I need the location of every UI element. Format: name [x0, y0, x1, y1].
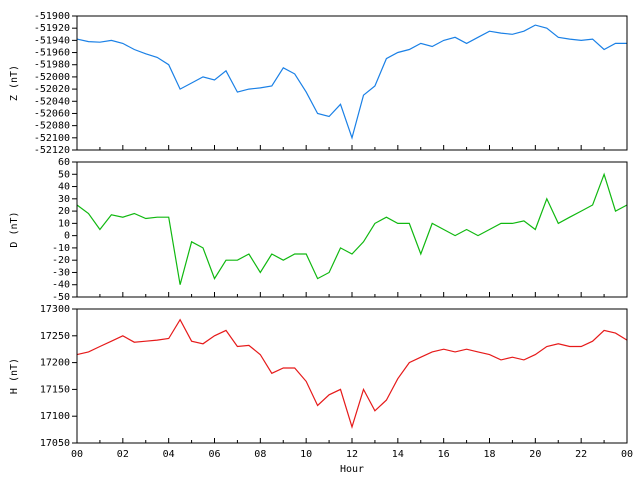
y-tick-label: -51900 — [34, 11, 70, 22]
y-tick-label: -52020 — [34, 84, 70, 95]
x-tick-label: 22 — [575, 449, 587, 460]
x-tick-label: 08 — [254, 449, 266, 460]
y-tick-label: -52040 — [34, 96, 70, 107]
data-line — [76, 172, 628, 285]
x-tick-label: 00 — [621, 449, 633, 460]
y-tick-label: -30 — [52, 267, 70, 278]
y-tick-label: 60 — [58, 157, 70, 168]
y-tick-label: -51920 — [34, 23, 70, 34]
y-tick-label: 50 — [58, 169, 70, 180]
plot-frame — [76, 308, 628, 444]
y-tick-label: 17100 — [40, 411, 70, 422]
x-axis-label: Hour — [340, 464, 364, 475]
y-tick-label: 17250 — [40, 331, 70, 342]
y-tick-label: 10 — [58, 218, 70, 229]
x-tick-label: 06 — [208, 449, 220, 460]
y-tick-label: -52100 — [34, 133, 70, 144]
y-tick-label: 17150 — [40, 384, 70, 395]
y-tick-label: -51980 — [34, 60, 70, 71]
y-tick-label: -20 — [52, 255, 70, 266]
y-tick-label: 17050 — [40, 438, 70, 449]
data-line — [76, 24, 627, 140]
y-tick-label: -52000 — [34, 72, 70, 83]
plot-frame — [76, 15, 628, 151]
y-tick-label: 30 — [58, 194, 70, 205]
y-tick-label: 0 — [64, 231, 70, 242]
x-tick-label: 16 — [438, 449, 450, 460]
y-tick-label: 17300 — [40, 304, 70, 315]
x-tick-label: 14 — [392, 449, 404, 460]
x-tick-label: 02 — [117, 449, 129, 460]
y-tick-label: 20 — [58, 206, 70, 217]
y-axis-label: Z (nT) — [9, 65, 20, 101]
x-tick-label: 10 — [300, 449, 312, 460]
y-tick-label: 40 — [58, 182, 70, 193]
y-axis-label: D (nT) — [9, 211, 20, 247]
y-tick-label: 17200 — [40, 358, 70, 369]
x-tick-label: 12 — [346, 449, 358, 460]
x-tick-label: 04 — [163, 449, 175, 460]
y-tick-label: -10 — [52, 243, 70, 254]
x-tick-label: 18 — [483, 449, 495, 460]
data-line — [76, 318, 628, 429]
y-axis-label: H (nT) — [9, 358, 20, 394]
y-tick-label: -52080 — [34, 121, 70, 132]
y-tick-label: -40 — [52, 280, 70, 291]
plot-frame — [76, 161, 628, 298]
y-tick-label: -51940 — [34, 35, 70, 46]
x-tick-label: 20 — [529, 449, 541, 460]
y-tick-label: -51960 — [34, 48, 70, 59]
y-tick-label: -52120 — [34, 145, 70, 156]
y-tick-label: -52060 — [34, 108, 70, 119]
y-tick-label: -50 — [52, 292, 70, 303]
x-tick-label: 00 — [71, 449, 83, 460]
